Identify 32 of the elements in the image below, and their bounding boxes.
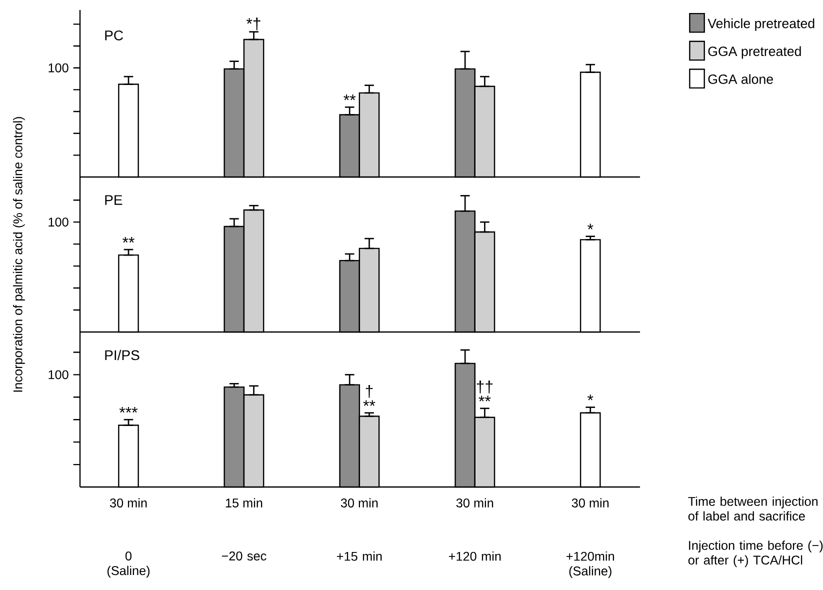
text: PE [105,195,122,205]
annotation: ** [478,396,491,402]
annotation: † [366,385,373,398]
legend-label: GGA alone [708,74,773,84]
annotation: †† [476,380,493,394]
text: 30 min [456,498,494,508]
annotation: ** [122,236,134,243]
x-tick-label: +120min (Saline) [566,551,614,578]
text: PC [105,30,124,40]
y-tick-label: 100 [48,218,68,227]
annotation: ** [363,400,376,406]
y-tick-label: 100 [48,370,68,380]
legend-label: Vehicle pretreated [708,18,814,31]
x-tick-label: 0 (Saline) [107,551,150,578]
x-axis-title: Injection time before (−) or after (+) TCA/HCl [688,540,823,568]
x-tick-label: +15 min [337,551,382,561]
x-tick-label: −20 sec [222,551,266,560]
text: 30 min [572,498,609,508]
annotation: ** [344,94,356,100]
annotation: *** [119,407,138,413]
annotation: * [588,394,594,400]
y-axis-title: Incorporation of palmitic acid (% of saline control) [13,117,25,392]
y-tick-label: 100 [48,63,68,72]
legend-label: GGA pretreated [708,46,801,59]
text: PI/PS [105,350,140,360]
text: 15 min [226,498,262,508]
annotation: * [588,224,594,230]
text: 30 min [110,498,147,508]
text: 30 min [340,498,378,508]
text: Time between injection of label and sacrifice [688,496,818,521]
annotation: *† [246,18,260,30]
x-tick-label: +120 min [448,551,501,561]
